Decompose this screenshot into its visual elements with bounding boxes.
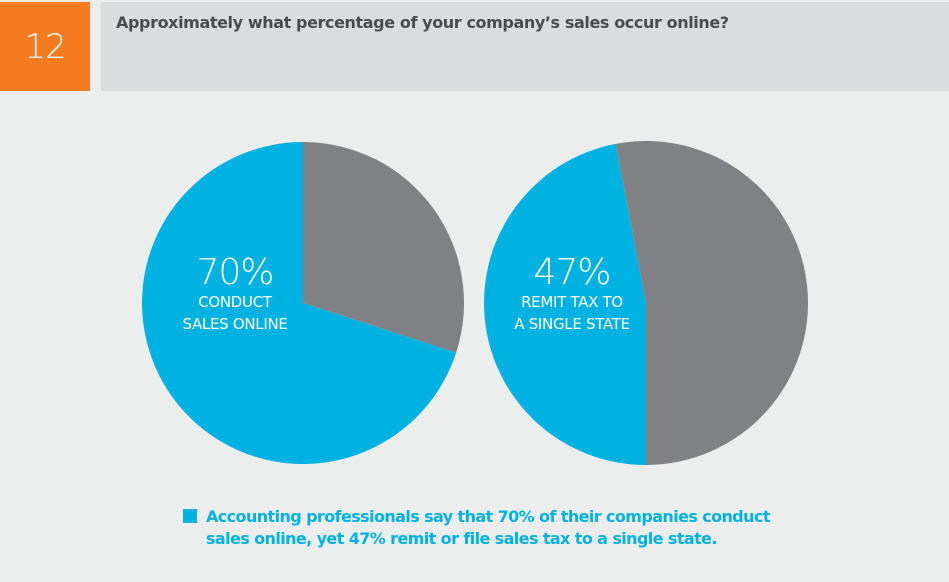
pie-label-line2: SALES ONLINE <box>182 315 288 333</box>
footnote-text: Accounting professionals say that 70% of… <box>206 507 770 548</box>
pie-slice-other <box>615 141 808 465</box>
pie-label-value: 70% <box>196 252 274 293</box>
question-number-badge: 12 <box>0 2 90 91</box>
pie-chart-sales-online <box>142 142 464 464</box>
pie-label-line1: REMIT TAX TO <box>521 293 623 311</box>
bullet-square-icon <box>183 509 197 523</box>
pie-label-line1: CONDUCT <box>198 293 272 311</box>
question-header: Approximately what percentage of your co… <box>101 2 949 91</box>
pie-slice-other <box>303 142 464 353</box>
pie-label-sales-online: 70% CONDUCT SALES ONLINE <box>170 255 300 335</box>
pie-label-value: 47% <box>533 252 611 293</box>
footnote: Accounting professionals say that 70% of… <box>183 506 803 550</box>
pie-slice-remit-tax-to-a-single-state <box>484 143 646 466</box>
pie-label-single-state: 47% REMIT TAX TO A SINGLE STATE <box>497 255 647 335</box>
question-number: 12 <box>24 26 66 67</box>
pie-chart-single-state <box>484 141 808 466</box>
pie-label-line2: A SINGLE STATE <box>514 315 630 333</box>
question-text: Approximately what percentage of your co… <box>116 13 729 32</box>
pie-slice-conduct-sales-online <box>142 142 457 464</box>
